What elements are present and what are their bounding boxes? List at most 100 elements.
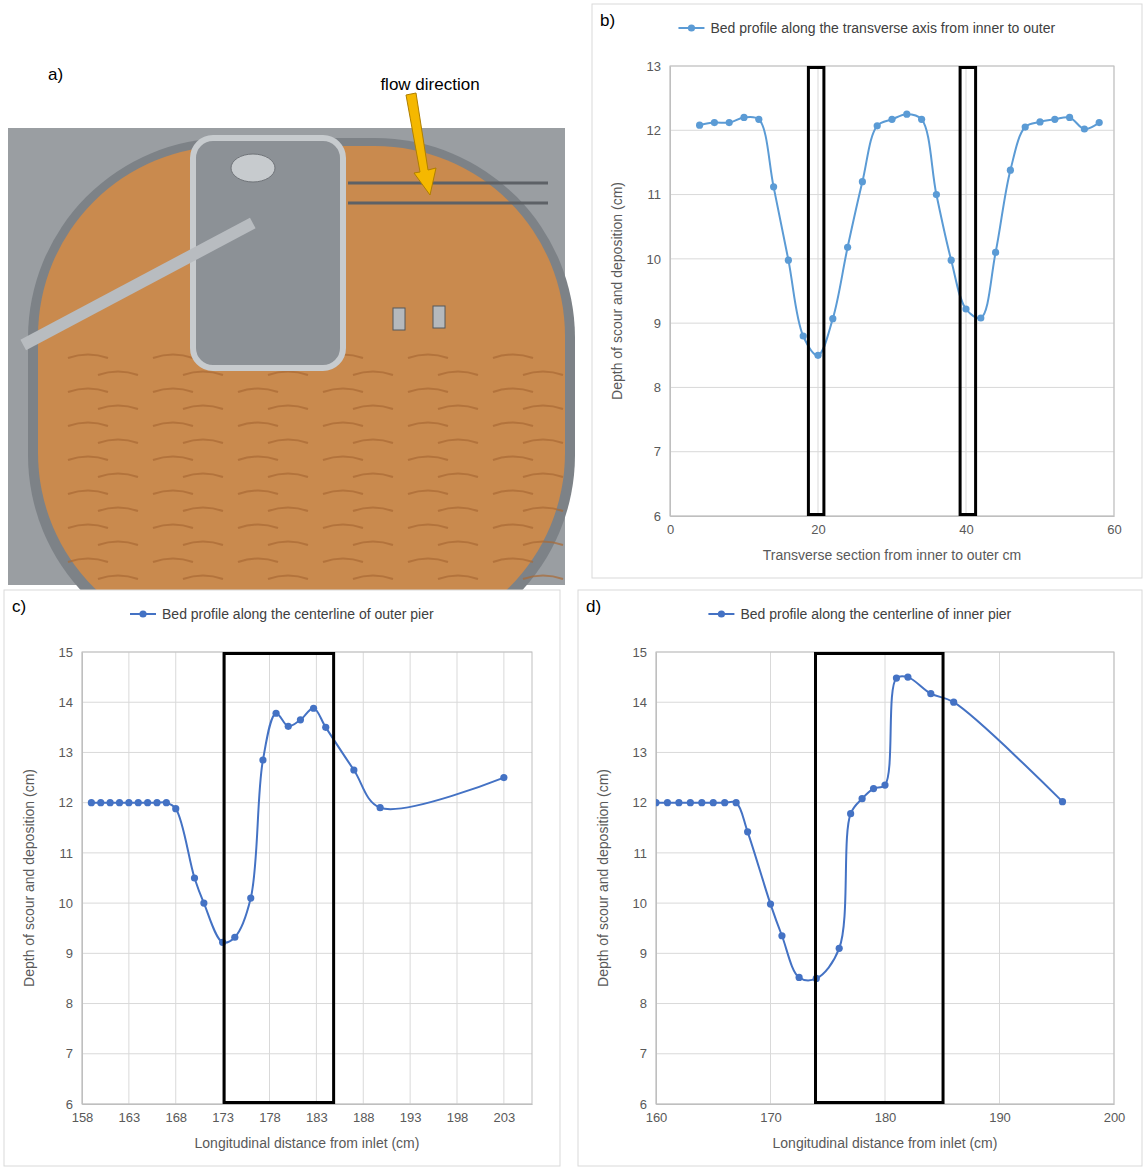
x-tick: 20 [811,516,825,537]
y-tick: 8 [654,380,670,395]
sand-ripple [408,355,448,359]
sand-ripple [68,423,108,427]
data-point [163,799,170,806]
sand-ripple [493,491,533,495]
flume-outer-wall [28,138,575,655]
sand-ripple [523,440,563,444]
y-tick: 10 [647,252,670,267]
grid [670,66,1114,516]
legend-label: Bed profile along the transverse axis fr… [710,20,1055,36]
x-tick: 183 [306,1104,328,1125]
y-tick-label: 6 [66,1097,73,1112]
y-axis-title: Depth of scour and deposition (cm) [609,182,625,400]
sand-ripple [493,423,533,427]
x-tick: 0 [667,516,674,537]
data-point [116,799,123,806]
y-tick: 11 [648,187,671,202]
data-point [927,690,934,697]
data-point [664,799,671,806]
data-point [904,674,911,681]
data-point [918,116,925,123]
sand-ripple [353,406,393,410]
data-point [231,934,238,941]
y-tick: 13 [647,59,670,74]
y-tick: 8 [640,996,656,1011]
pier-outline [224,654,334,1103]
y-tick-label: 13 [647,59,661,74]
y-tick-label: 7 [66,1046,73,1061]
y-tick: 10 [59,896,82,911]
data-point [88,799,95,806]
data-point [859,178,866,185]
data-point [1096,119,1103,126]
data-point [107,799,114,806]
legend-swatch-marker [688,24,695,31]
y-tick: 15 [633,645,656,660]
sand-ripple [268,508,308,512]
grid-line-x [999,652,1000,1104]
x-axis: 158163168173178183188193198203 [72,1104,533,1125]
y-tick: 14 [59,695,82,710]
x-axis: 160170180190200 [646,1104,1126,1125]
y-tick: 12 [647,123,670,138]
x-tick: 170 [760,1104,782,1125]
sand-ripple [493,525,533,529]
island-lid [231,154,275,182]
sand-ripple [98,576,138,580]
sand-ripple [408,491,448,495]
plot-area [656,654,1066,1103]
y-tick: 7 [654,444,670,459]
x-tick-label: 180 [875,1110,897,1125]
y-tick: 13 [633,745,656,760]
pier-outline [816,654,944,1103]
x-tick-label: 200 [1104,1110,1126,1125]
y-tick-label: 8 [640,996,647,1011]
sand-ripple [493,389,533,393]
flow-arrow [406,93,436,195]
sand-ripple [323,389,363,393]
y-tick-label: 9 [640,946,647,961]
grid-line-x [128,652,129,1104]
sand-ripple [68,559,108,563]
grid-line-x [269,652,270,1104]
y-tick-label: 13 [633,745,647,760]
grid-line-y [670,258,1114,259]
x-tick-label: 40 [959,522,973,537]
y-tick-label: 8 [66,996,73,1011]
y-tick-label: 15 [633,645,647,660]
data-point [829,315,836,322]
sand-ripple [438,508,478,512]
y-axis-title: Depth of scour and deposition (cm) [595,769,611,987]
y-tick: 8 [66,996,82,1011]
sand-ripple [438,440,478,444]
data-point [785,257,792,264]
x-tick: 178 [259,1104,281,1125]
y-tick: 6 [66,1097,82,1112]
grid-line-y [670,130,1114,131]
sand-ripple [153,525,193,529]
sand-ripple [408,525,448,529]
sand-ripple [153,355,193,359]
grid-line-y [82,1003,532,1004]
legend-label: Bed profile along the centerline of inne… [740,606,1011,622]
sand-ripple [268,474,308,478]
sand-ripple [183,440,223,444]
sand-ripple [268,406,308,410]
pier-model [433,306,445,328]
data-point [656,799,660,806]
grid-line-y [670,451,1114,452]
y-tick: 12 [59,795,82,810]
panel-label: a) [48,65,63,84]
y-axis: 6789101112131415 [633,645,657,1112]
y-axis-title: Depth of scour and deposition (cm) [21,769,37,987]
grid-line-y [82,1053,532,1054]
x-tick-label: 203 [494,1110,516,1125]
x-tick: 198 [447,1104,469,1125]
grid-line-x [818,66,819,516]
data-point [500,774,507,781]
grid-line-x [316,652,317,1104]
sand-ripple [98,440,138,444]
y-tick-label: 15 [59,645,73,660]
x-tick-label: 163 [119,1110,141,1125]
data-point [721,799,728,806]
